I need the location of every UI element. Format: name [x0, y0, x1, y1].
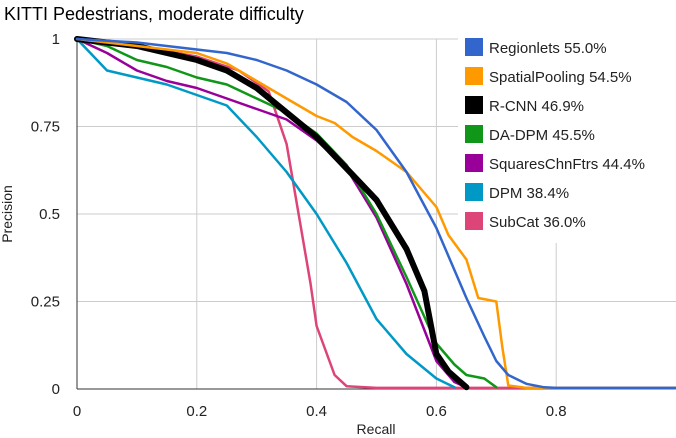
- legend-swatch: [465, 212, 483, 230]
- legend-entry: SquaresChnFtrs 44.4%: [489, 156, 645, 173]
- series-line: [74, 36, 470, 391]
- series-line: [75, 37, 676, 390]
- x-tick-label: 0: [73, 403, 81, 420]
- x-tick-label: 0.6: [426, 403, 447, 420]
- legend-entry: R-CNN 46.9%: [489, 98, 584, 115]
- legend-swatch: [465, 96, 483, 114]
- series-line: [75, 37, 676, 390]
- legend-swatch: [465, 38, 483, 56]
- series-line: [75, 37, 676, 390]
- y-tick-label: 0.5: [39, 206, 60, 223]
- y-tick-label: 0: [52, 381, 60, 398]
- series-lines: [74, 36, 676, 391]
- x-axis-label: Recall: [357, 421, 396, 437]
- legend-swatch: [465, 125, 483, 143]
- legend-background: [458, 36, 676, 243]
- y-tick-label: 1: [52, 31, 60, 48]
- y-tick-label: 0.75: [31, 119, 60, 136]
- legend-swatch: [465, 154, 483, 172]
- chart-title: KITTI Pedestrians, moderate difficulty: [4, 4, 304, 24]
- legend-entry: DPM 38.4%: [489, 185, 569, 202]
- legend-entry: SpatialPooling 54.5%: [489, 69, 632, 86]
- x-tick-label: 0.2: [186, 403, 207, 420]
- y-tick-label: 0.25: [31, 294, 60, 311]
- series-line: [75, 37, 468, 389]
- legend-entry: SubCat 36.0%: [489, 214, 586, 231]
- legend-entry: Regionlets 55.0%: [489, 40, 607, 57]
- x-tick-label: 0.4: [306, 403, 327, 420]
- legend: Regionlets 55.0% SpatialPooling 54.5% R-CN…: [458, 36, 676, 243]
- x-tick-label: 0.8: [546, 403, 567, 420]
- series-line: [75, 37, 456, 389]
- y-axis-label: Precision: [0, 185, 15, 243]
- legend-entry: DA-DPM 45.5%: [489, 127, 595, 144]
- legend-swatch: [465, 183, 483, 201]
- legend-swatch: [465, 67, 483, 85]
